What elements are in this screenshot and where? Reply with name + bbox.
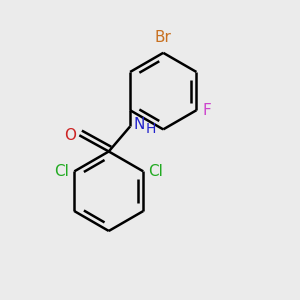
Text: F: F bbox=[203, 103, 212, 118]
Text: N: N bbox=[134, 118, 145, 133]
Text: Br: Br bbox=[155, 31, 172, 46]
Text: Cl: Cl bbox=[54, 164, 69, 179]
Text: H: H bbox=[146, 122, 156, 136]
Text: O: O bbox=[64, 128, 76, 143]
Text: Cl: Cl bbox=[148, 164, 164, 179]
